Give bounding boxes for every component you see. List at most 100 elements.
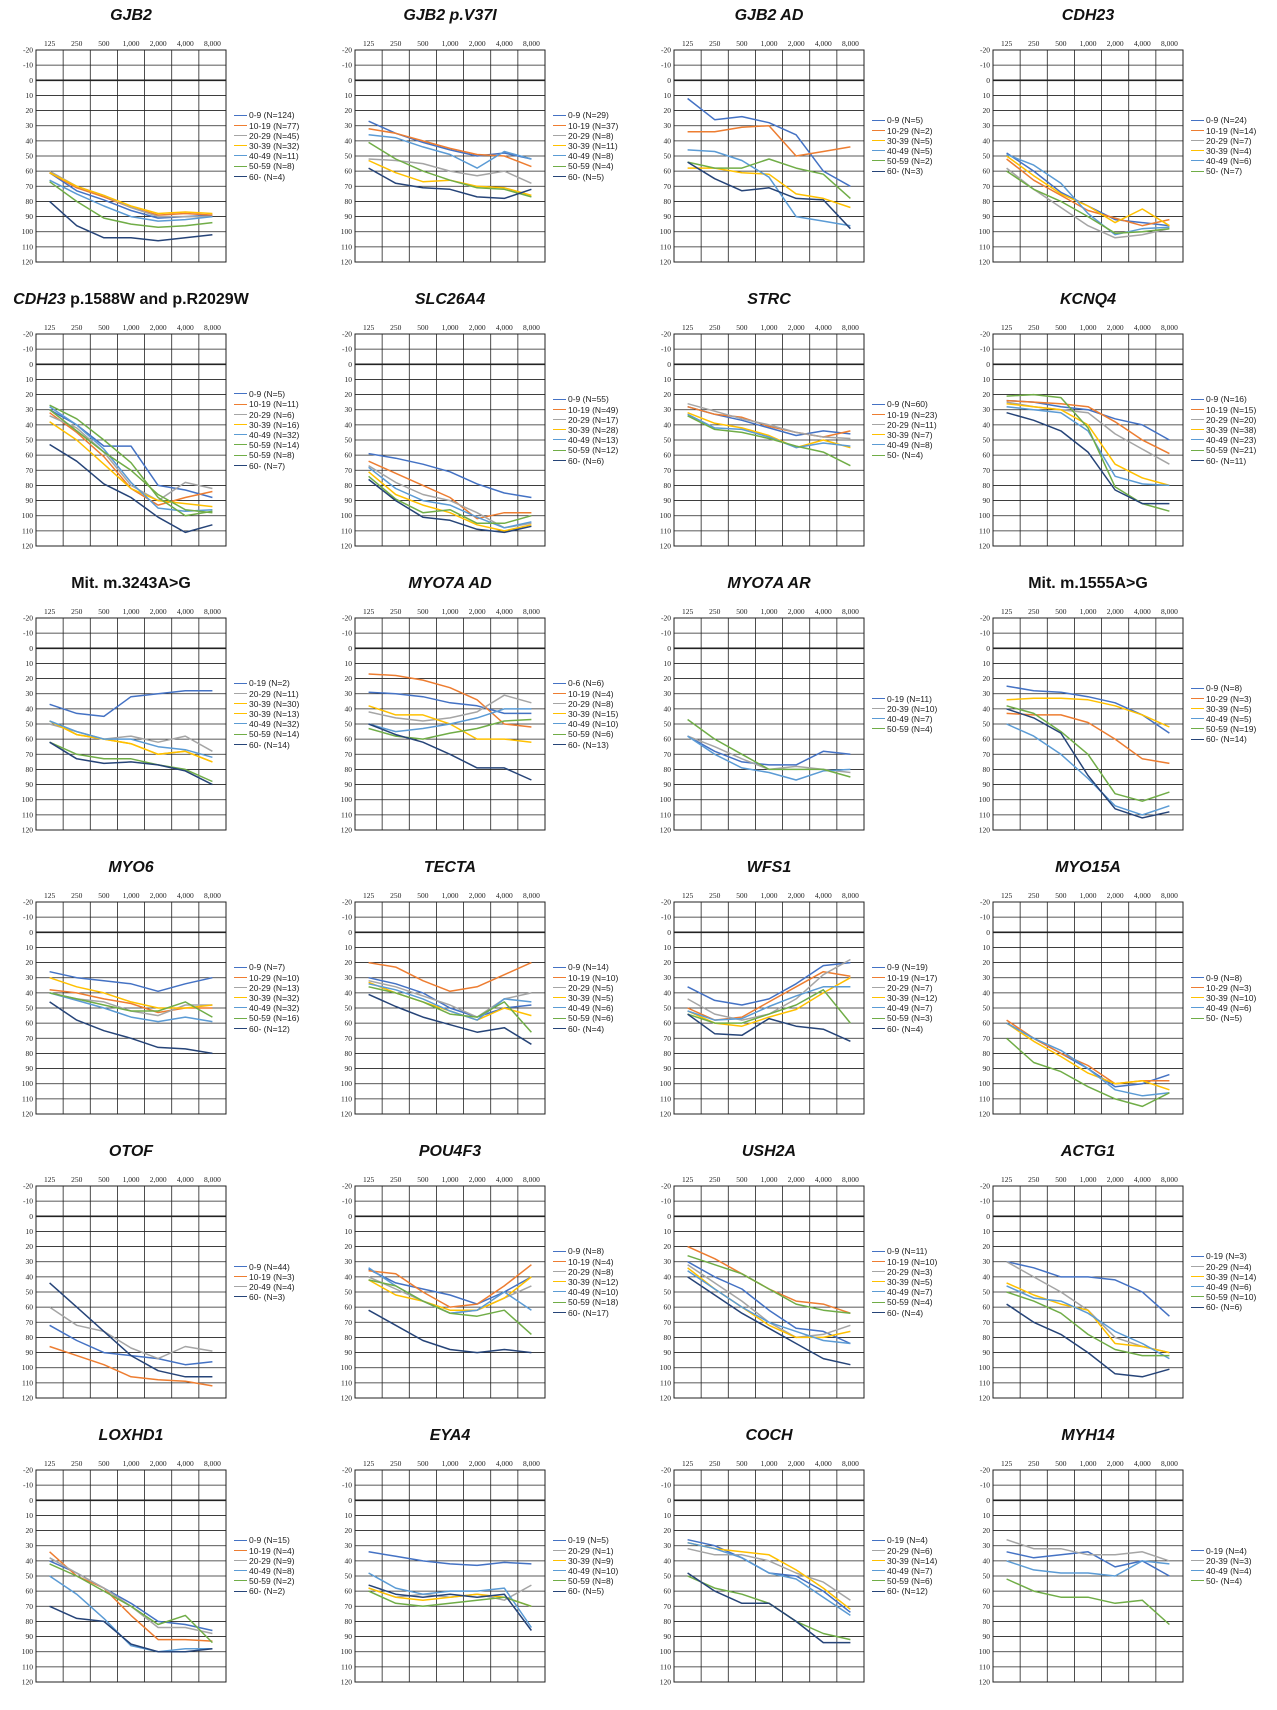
legend-swatch [872, 1549, 885, 1551]
y-tick-label: 40 [664, 988, 672, 997]
y-tick-label: 40 [345, 988, 353, 997]
legend-label: 40-49 (N=10) [568, 1566, 619, 1576]
x-tick-label: 125 [363, 323, 375, 332]
legend-entry: 40-49 (N=7) [872, 1287, 933, 1297]
x-tick-label: 1,000 [123, 1459, 140, 1468]
legend-entry: 40-49 (N=10) [553, 1566, 618, 1576]
series-line [1006, 405, 1170, 487]
legend-entry: 30-39 (N=12) [553, 1277, 618, 1287]
chart-svg: 125 250 500 1,000 2,000 4,000 8,000 -20 -10 0 10 20… [660, 323, 865, 551]
legend-entry: 50-59 (N=6) [553, 729, 614, 739]
legend-label: 50-59 (N=2) [887, 156, 933, 167]
y-tick-label: 0 [29, 76, 33, 85]
legend-label: 0-9 (N=8) [1206, 972, 1243, 983]
legend-entry: 10-19 (N=15) [1191, 405, 1256, 415]
chart-title: KCNQ4 [1059, 291, 1116, 308]
legend-swatch [872, 1311, 885, 1313]
legend-entry: 20-29 (N=7) [872, 983, 933, 993]
series-line [1006, 1282, 1170, 1354]
series-line [1006, 712, 1170, 765]
y-tick-label: 20 [26, 106, 34, 115]
legend-label: 0-9 (N=8) [568, 1246, 605, 1257]
y-tick-label: 50 [983, 1572, 991, 1581]
legend-label: 0-9 (N=16) [1206, 394, 1247, 405]
legend-entry: 50-59 (N=6) [872, 1576, 933, 1586]
x-tick-label: 8,000 [204, 323, 221, 332]
legend-entry: 20-29 (N=13) [234, 983, 299, 993]
legend-entry: 30-39 (N=15) [553, 709, 618, 719]
y-tick-label: -10 [23, 913, 33, 922]
legend-label: 20-29 (N=45) [249, 130, 300, 141]
legend-entry: 40-49 (N=23) [1191, 435, 1256, 445]
y-tick-label: 110 [660, 1094, 671, 1103]
x-tick-label: 2,000 [469, 1175, 486, 1184]
x-tick-label: 250 [709, 323, 721, 332]
y-tick-label: -10 [342, 345, 352, 354]
legend-swatch [872, 986, 885, 988]
legend-label: 40-49 (N=8) [568, 151, 614, 162]
legend-label: 20-29 (N=7) [887, 982, 933, 993]
y-tick-label: 90 [345, 496, 353, 505]
series-line [1006, 1560, 1170, 1577]
y-tick-label: -20 [661, 614, 671, 623]
y-tick-label: 0 [667, 644, 671, 653]
legend-swatch [234, 692, 247, 694]
y-tick-label: -10 [980, 61, 990, 70]
x-tick-label: 4,000 [177, 607, 194, 616]
legend-label: 40-49 (N=5) [887, 146, 933, 156]
legend-swatch [872, 454, 885, 456]
y-tick-label: 20 [983, 958, 991, 967]
legend-label: 30-39 (N=12) [887, 992, 938, 1003]
y-tick-label: 120 [979, 1394, 991, 1403]
y-tick-label: 120 [979, 542, 991, 551]
chart-title: POU4F3 [418, 1143, 482, 1160]
y-tick-label: -20 [980, 330, 990, 339]
legend-swatch [872, 119, 885, 121]
series-line [687, 961, 851, 1006]
legend-swatch [872, 976, 885, 978]
legend-entry: 30-39 (N=5) [1191, 704, 1252, 714]
series-line [687, 158, 851, 199]
y-tick-label: 90 [345, 780, 353, 789]
y-tick-label: 10 [345, 1511, 353, 1520]
legend-swatch [553, 1250, 566, 1252]
y-tick-label: 20 [983, 674, 991, 683]
legend-label: 10-19 (N=23) [887, 409, 938, 420]
legend-swatch [553, 997, 566, 999]
series-line [368, 460, 532, 520]
y-tick-label: 110 [660, 1662, 671, 1671]
legend-entry: 30-39 (N=9) [553, 1556, 614, 1566]
x-tick-label: 8,000 [523, 323, 540, 332]
y-tick-label: 70 [664, 1318, 672, 1327]
legend-entry: 50-59 (N=4) [872, 724, 933, 734]
legend-swatch [234, 733, 247, 735]
y-tick-label: 20 [26, 958, 34, 967]
x-tick-label: 250 [71, 323, 83, 332]
legend-swatch [234, 702, 247, 704]
x-tick-label: 125 [363, 39, 375, 48]
y-tick-label: 0 [29, 644, 33, 653]
legend-swatch [553, 1590, 566, 1592]
y-tick-label: 110 [341, 1378, 352, 1387]
legend-entry: 30-39 (N=13) [234, 709, 299, 719]
series-line [49, 1563, 213, 1644]
legend-swatch [553, 398, 566, 400]
x-tick-label: 250 [709, 1459, 721, 1468]
legend-swatch [872, 1291, 885, 1293]
y-tick-label: 10 [664, 91, 672, 100]
y-tick-label: 40 [983, 1272, 991, 1281]
legend-swatch [553, 976, 566, 978]
legend-entry: 50-59 (N=4) [872, 1297, 933, 1307]
series-line [1006, 1285, 1170, 1360]
y-tick-label: 40 [983, 420, 991, 429]
y-tick-label: 20 [983, 390, 991, 399]
y-tick-label: 80 [983, 1049, 991, 1058]
series-line [49, 200, 213, 242]
legend-entry: 10-19 (N=11) [234, 399, 299, 409]
audiogram-panel: CDH23 p.1588W and p.R2029W 125 250 500 1,000… [4, 290, 323, 574]
y-tick-label: 110 [22, 1378, 33, 1387]
legend-entry: 60- (N=3) [872, 166, 923, 176]
x-tick-label: 1,000 [442, 1459, 459, 1468]
x-tick-label: 125 [682, 323, 694, 332]
y-tick-label: 50 [345, 1004, 353, 1013]
